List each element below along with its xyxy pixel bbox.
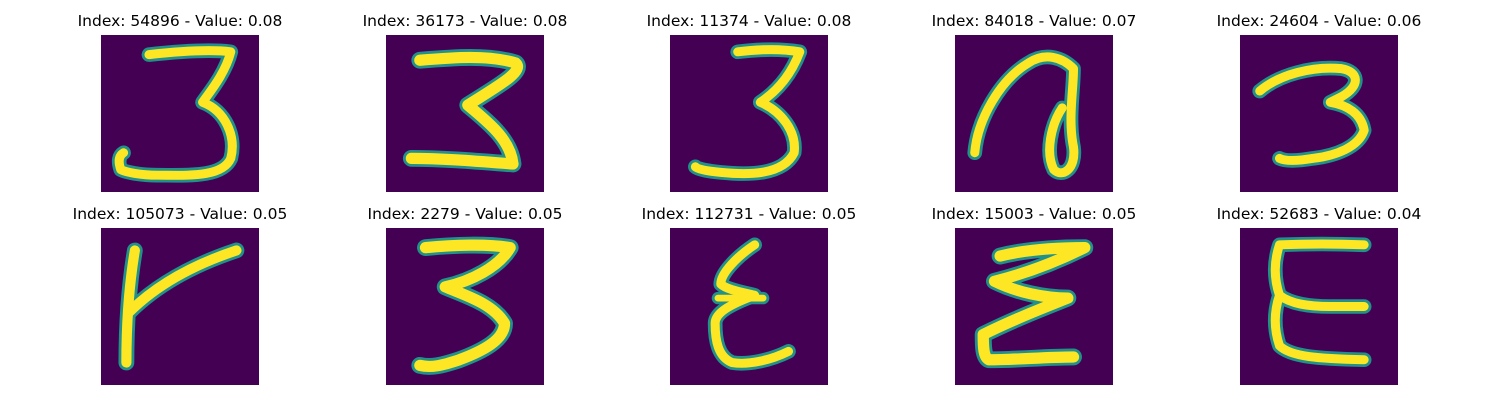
panel-title: Index: 52683 - Value: 0.04 [1216,205,1422,223]
panel-6: Index: 105073 - Value: 0.05 [30,193,330,385]
panel-title: Index: 105073 - Value: 0.05 [72,205,288,223]
panel-8: Index: 112731 - Value: 0.05 [599,193,899,385]
digit-image [1240,35,1398,192]
panel-title: Index: 2279 - Value: 0.05 [367,205,563,223]
digit-image [670,35,828,192]
panel-5: Index: 24604 - Value: 0.06 [1169,0,1469,192]
panel-1: Index: 54896 - Value: 0.08 [30,0,330,192]
panel-4: Index: 84018 - Value: 0.07 [884,0,1184,192]
panel-title: Index: 84018 - Value: 0.07 [931,12,1137,30]
digit-image [386,228,544,385]
digit-image [1240,228,1398,385]
digit-image [955,228,1113,385]
digit-image [670,228,828,385]
panel-10: Index: 52683 - Value: 0.04 [1169,193,1469,385]
panel-3: Index: 11374 - Value: 0.08 [599,0,899,192]
digit-image [101,35,259,192]
panel-title: Index: 24604 - Value: 0.06 [1216,12,1422,30]
panel-title: Index: 36173 - Value: 0.08 [362,12,568,30]
panel-title: Index: 112731 - Value: 0.05 [641,205,857,223]
panel-7: Index: 2279 - Value: 0.05 [315,193,615,385]
panel-9: Index: 15003 - Value: 0.05 [884,193,1184,385]
panel-title: Index: 54896 - Value: 0.08 [77,12,283,30]
panel-title: Index: 11374 - Value: 0.08 [646,12,852,30]
digit-image [955,35,1113,192]
digit-image [101,228,259,385]
panel-2: Index: 36173 - Value: 0.08 [315,0,615,192]
digit-image [386,35,544,192]
panel-title: Index: 15003 - Value: 0.05 [931,205,1137,223]
